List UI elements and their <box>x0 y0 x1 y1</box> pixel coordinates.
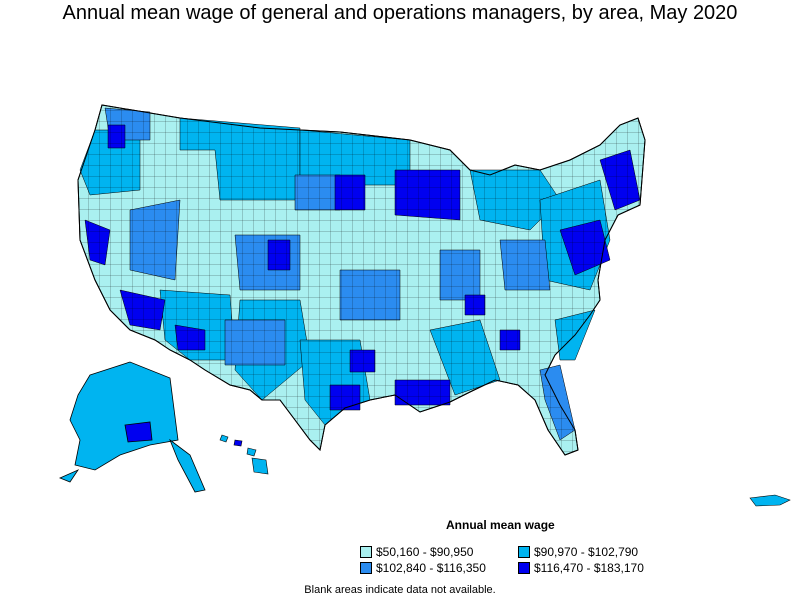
legend-label-4: $116,470 - $183,170 <box>534 561 644 575</box>
legend-item-3: $102,840 - $116,350 <box>360 561 486 575</box>
legend-label-1: $50,160 - $90,950 <box>376 545 474 559</box>
legend-swatch-4 <box>518 562 530 574</box>
legend-item-2: $90,970 - $102,790 <box>518 545 638 559</box>
hawaii <box>219 434 269 475</box>
legend-swatch-2 <box>518 546 530 558</box>
puerto-rico <box>749 494 791 507</box>
map-title: Annual mean wage of general and operatio… <box>62 2 738 24</box>
alaska <box>58 361 206 493</box>
area-boundaries <box>77 104 646 456</box>
legend-swatch-1 <box>360 546 372 558</box>
legend-label-3: $102,840 - $116,350 <box>376 561 486 575</box>
availability-note: Blank areas indicate data not available. <box>304 584 496 596</box>
legend-label-2: $90,970 - $102,790 <box>534 545 639 559</box>
legend-swatch-3 <box>360 562 372 574</box>
legend-item-1: $50,160 - $90,950 <box>360 545 473 559</box>
legend-title: Annual mean wage <box>446 518 555 532</box>
legend-item-4: $116,470 - $183,170 <box>518 561 644 575</box>
